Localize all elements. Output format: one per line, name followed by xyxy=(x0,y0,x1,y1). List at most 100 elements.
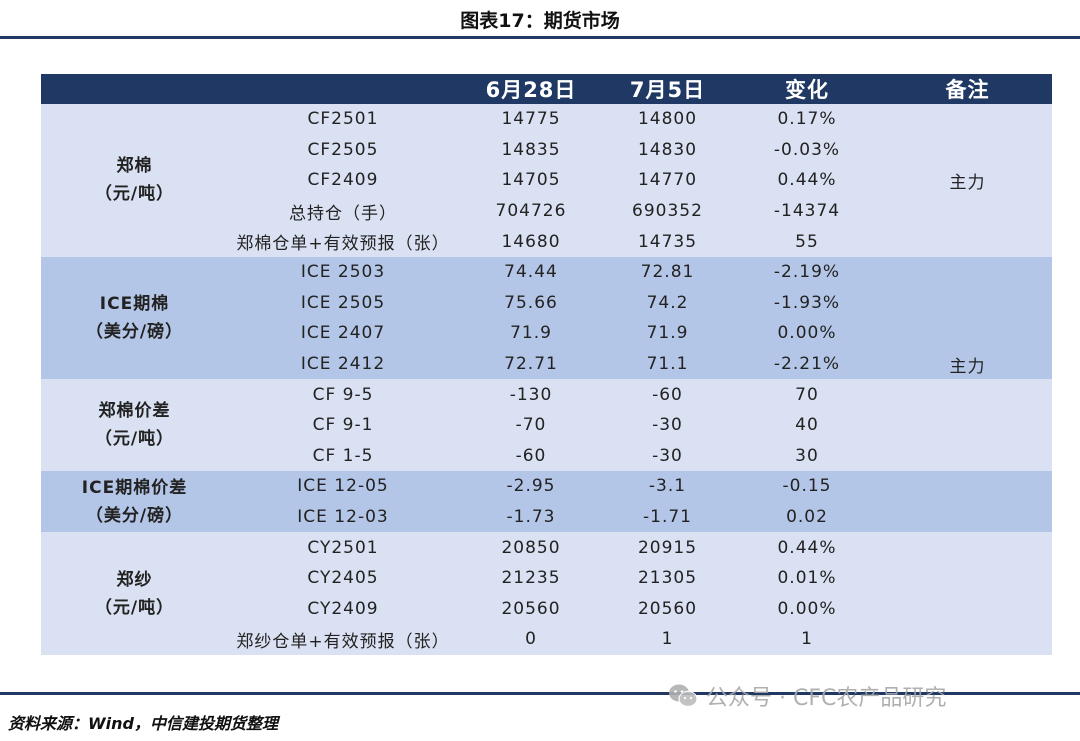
item-cell: CF2501 xyxy=(228,104,458,135)
note-cell xyxy=(883,318,1052,349)
item-cell: CF2409 xyxy=(228,165,458,196)
value-cell-date2: 21305 xyxy=(604,562,731,594)
table-row: 郑棉价差 （元/吨） CF 9-5 -130 -60 70 xyxy=(41,379,1052,472)
note-cell xyxy=(883,440,1052,472)
item-cell: ICE 12-03 xyxy=(228,501,458,533)
value-cell-date1: 74.44 xyxy=(458,256,604,288)
value-cell-date2: 690352 xyxy=(604,195,731,227)
table-row: CY2405 21235 21305 0.01% xyxy=(41,562,1052,594)
header-row: 6月28日 7月5日 变化 备注 xyxy=(41,74,1052,104)
table-row: CF2505 14835 14830 -0.03% xyxy=(41,134,1052,166)
note-cell xyxy=(883,409,1052,441)
group-label-line: （美分/磅） xyxy=(85,505,184,526)
value-cell-date2: 72.81 xyxy=(604,256,731,288)
note-cell xyxy=(883,532,1052,563)
item-cell: CY2405 xyxy=(228,562,458,594)
value-cell-date2: 14735 xyxy=(604,226,731,257)
group-label-line: ICE期棉 xyxy=(99,294,170,315)
table-row: CF 9-1 -70 -30 40 xyxy=(41,409,1052,441)
note-cell: 主力 xyxy=(883,165,1052,196)
group-label-line: （元/吨） xyxy=(94,597,175,618)
change-cell: 0.00% xyxy=(731,318,883,349)
change-cell: 0.01% xyxy=(731,562,883,594)
value-cell-date2: 14830 xyxy=(604,134,731,166)
table-row: CY2409 20560 20560 0.00% xyxy=(41,593,1052,625)
item-cell: 总持仓（手） xyxy=(228,195,458,227)
group-label: ICE期棉 （美分/磅） xyxy=(41,256,228,380)
wechat-icon xyxy=(669,684,698,708)
value-cell-date2: -3.1 xyxy=(604,471,731,502)
change-cell: 1 xyxy=(731,624,883,655)
change-cell: -14374 xyxy=(731,195,883,227)
change-cell: -2.21% xyxy=(731,348,883,380)
value-cell-date2: 14800 xyxy=(604,104,731,135)
change-cell: -0.15 xyxy=(731,471,883,502)
note-cell xyxy=(883,562,1052,594)
note-cell xyxy=(883,379,1052,410)
value-cell-date2: 1 xyxy=(604,624,731,655)
group-label-line: ICE期棉价差 xyxy=(81,477,188,498)
group-label-line: （元/吨） xyxy=(94,184,175,205)
value-cell-date1: 71.9 xyxy=(458,318,604,349)
futures-market-table: 6月28日 7月5日 变化 备注 郑棉 （元/吨） CF2501 14775 14800… xyxy=(41,74,1052,655)
table-row: 郑棉仓单+有效预报（张） 14680 14735 55 xyxy=(41,226,1052,257)
note-cell xyxy=(883,287,1052,319)
header-date2: 7月5日 xyxy=(604,74,731,104)
header-item xyxy=(228,74,458,104)
value-cell-date1: 20850 xyxy=(458,532,604,563)
group-label: 郑棉价差 （元/吨） xyxy=(41,379,228,472)
table-row: ICE期棉价差 （美分/磅） ICE 12-05 -2.95 -3.1 -0.15 xyxy=(41,471,1052,533)
value-cell-date2: 71.9 xyxy=(604,318,731,349)
value-cell-date2: 20560 xyxy=(604,593,731,625)
group-label-line: （美分/磅） xyxy=(85,322,184,343)
group-label: ICE期棉价差 （美分/磅） xyxy=(41,471,228,533)
header-change: 变化 xyxy=(731,74,883,104)
header-note: 备注 xyxy=(883,74,1052,104)
table-row: CF2409 14705 14770 0.44% 主力 xyxy=(41,165,1052,196)
value-cell-date2: -30 xyxy=(604,409,731,441)
note-cell xyxy=(883,195,1052,227)
value-cell-date1: 21235 xyxy=(458,562,604,594)
table-row: ICE 2412 72.71 71.1 -2.21% 主力 xyxy=(41,348,1052,380)
value-cell-date1: 14835 xyxy=(458,134,604,166)
table-row: ICE 12-03 -1.73 -1.71 0.02 xyxy=(41,501,1052,533)
value-cell-date2: 14770 xyxy=(604,165,731,196)
value-cell-date1: 14775 xyxy=(458,104,604,135)
group-label-line: 郑纱 xyxy=(116,569,153,590)
change-cell: -0.03% xyxy=(731,134,883,166)
value-cell-date1: -1.73 xyxy=(458,501,604,533)
change-cell: 0.44% xyxy=(731,532,883,563)
table-row: 郑纱 （元/吨） CY2501 20850 20915 0.44% xyxy=(41,532,1052,655)
change-cell: 0.44% xyxy=(731,165,883,196)
change-cell: 30 xyxy=(731,440,883,472)
item-cell: CF 9-5 xyxy=(228,379,458,410)
table-row: ICE期棉 （美分/磅） ICE 2503 74.44 72.81 -2.19% xyxy=(41,256,1052,380)
note-cell xyxy=(883,226,1052,257)
note-cell xyxy=(883,593,1052,625)
item-cell: ICE 12-05 xyxy=(228,471,458,502)
change-cell: 0.00% xyxy=(731,593,883,625)
group-label-line: （元/吨） xyxy=(94,429,175,450)
item-cell: ICE 2407 xyxy=(228,318,458,349)
value-cell-date1: 75.66 xyxy=(458,287,604,319)
value-cell-date1: 20560 xyxy=(458,593,604,625)
table-row: 总持仓（手） 704726 690352 -14374 xyxy=(41,195,1052,227)
item-cell: ICE 2505 xyxy=(228,287,458,319)
table-row: 郑棉 （元/吨） CF2501 14775 14800 0.17% xyxy=(41,104,1052,257)
value-cell-date1: -2.95 xyxy=(458,471,604,502)
header-group xyxy=(41,74,228,104)
item-cell: ICE 2503 xyxy=(228,256,458,288)
group-label-line: 郑棉 xyxy=(116,156,153,177)
value-cell-date1: 14705 xyxy=(458,165,604,196)
value-cell-date2: -30 xyxy=(604,440,731,472)
change-cell: 70 xyxy=(731,379,883,410)
value-cell-date1: -60 xyxy=(458,440,604,472)
note-cell: 主力 xyxy=(883,348,1052,380)
change-cell: 0.02 xyxy=(731,501,883,533)
value-cell-date1: 0 xyxy=(458,624,604,655)
group-label: 郑纱 （元/吨） xyxy=(41,532,228,655)
value-cell-date2: 71.1 xyxy=(604,348,731,380)
group-label-line: 郑棉价差 xyxy=(98,401,171,422)
change-cell: -1.93% xyxy=(731,287,883,319)
group-label: 郑棉 （元/吨） xyxy=(41,104,228,257)
